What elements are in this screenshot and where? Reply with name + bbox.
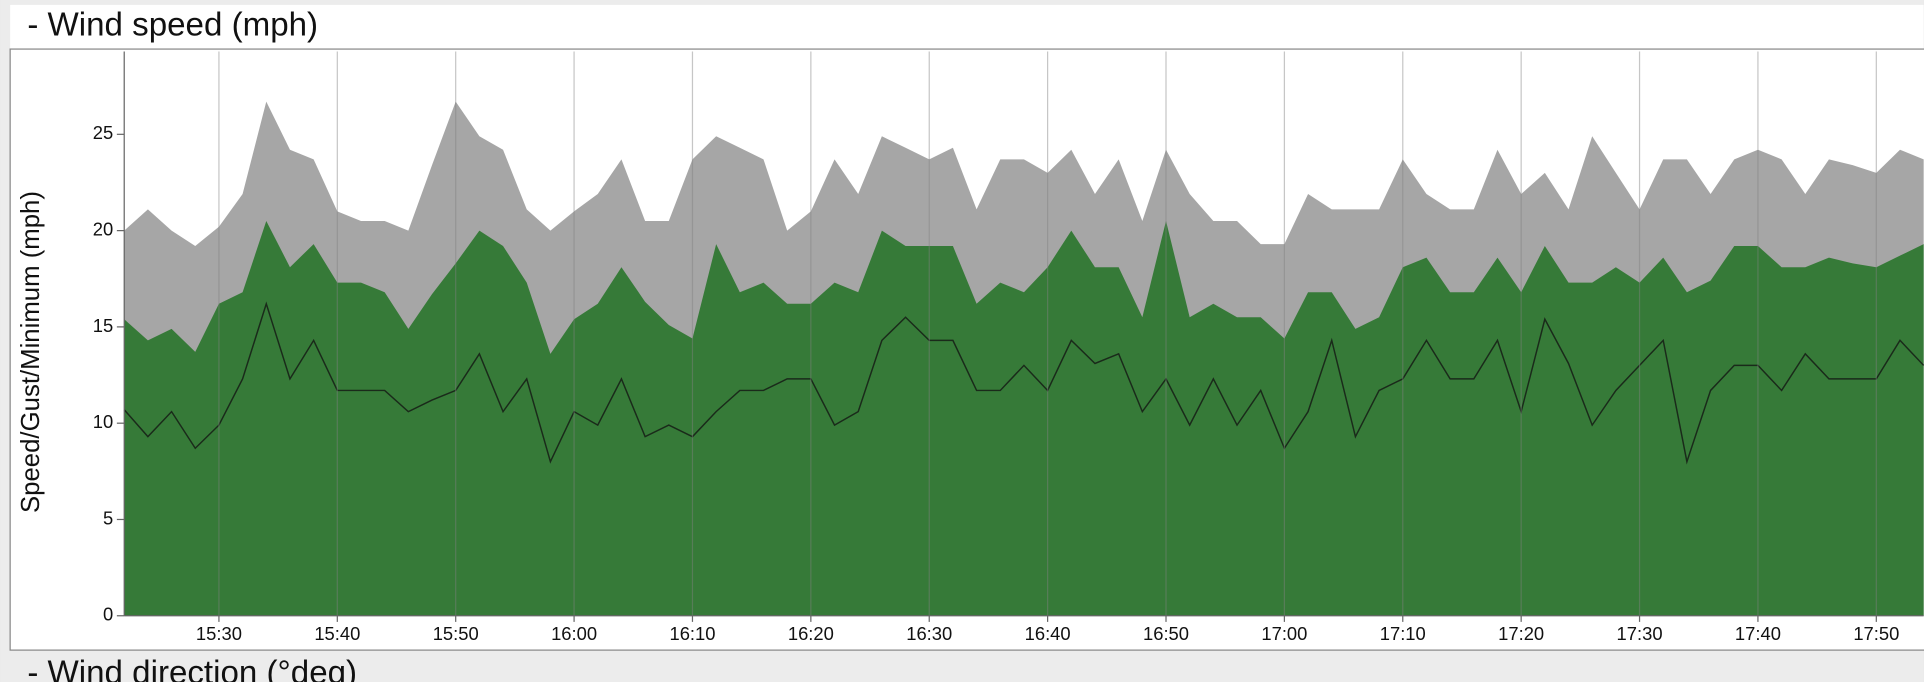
plot-area: 15:30 15:40 15:50 16:00 16:10 16:20 16:30 16:40… [93,51,1924,644]
x-tick-label: 17:10 [1380,623,1426,644]
x-tick-label: 15:40 [314,623,360,644]
section-header [10,4,1924,50]
x-tick-label: 17:40 [1735,623,1781,644]
x-tick-label: 16:20 [788,623,834,644]
y-tick-label: 25 [93,122,113,143]
y-tick-label: 0 [103,604,113,625]
y-tick-label: 5 [103,507,113,528]
x-tick-label: 16:40 [1025,623,1071,644]
x-tick-label: 17:00 [1261,623,1307,644]
x-tick-label: 15:30 [196,623,242,644]
x-tick-label: 16:10 [669,623,715,644]
next-section-title: - Wind direction (°deg) [27,654,357,682]
area [124,220,1924,616]
x-tick-label: 15:50 [433,623,479,644]
x-tick-label: 16:00 [551,623,597,644]
x-tick-label: 17:20 [1498,623,1544,644]
y-tick-label: 20 [93,218,113,239]
x-tick-label: 16:30 [906,623,952,644]
x-tick-label: 16:50 [1143,623,1189,644]
x-tick-label: 17:30 [1617,623,1663,644]
y-tick-label: 10 [93,411,113,432]
x-tick-label: 17:50 [1853,623,1899,644]
line [123,301,1924,465]
chart-title: - Wind speed (mph) [27,7,318,44]
y-axis-label: Speed/Gust/Minimum (mph) [17,191,45,513]
y-tick-label: 15 [93,315,113,336]
